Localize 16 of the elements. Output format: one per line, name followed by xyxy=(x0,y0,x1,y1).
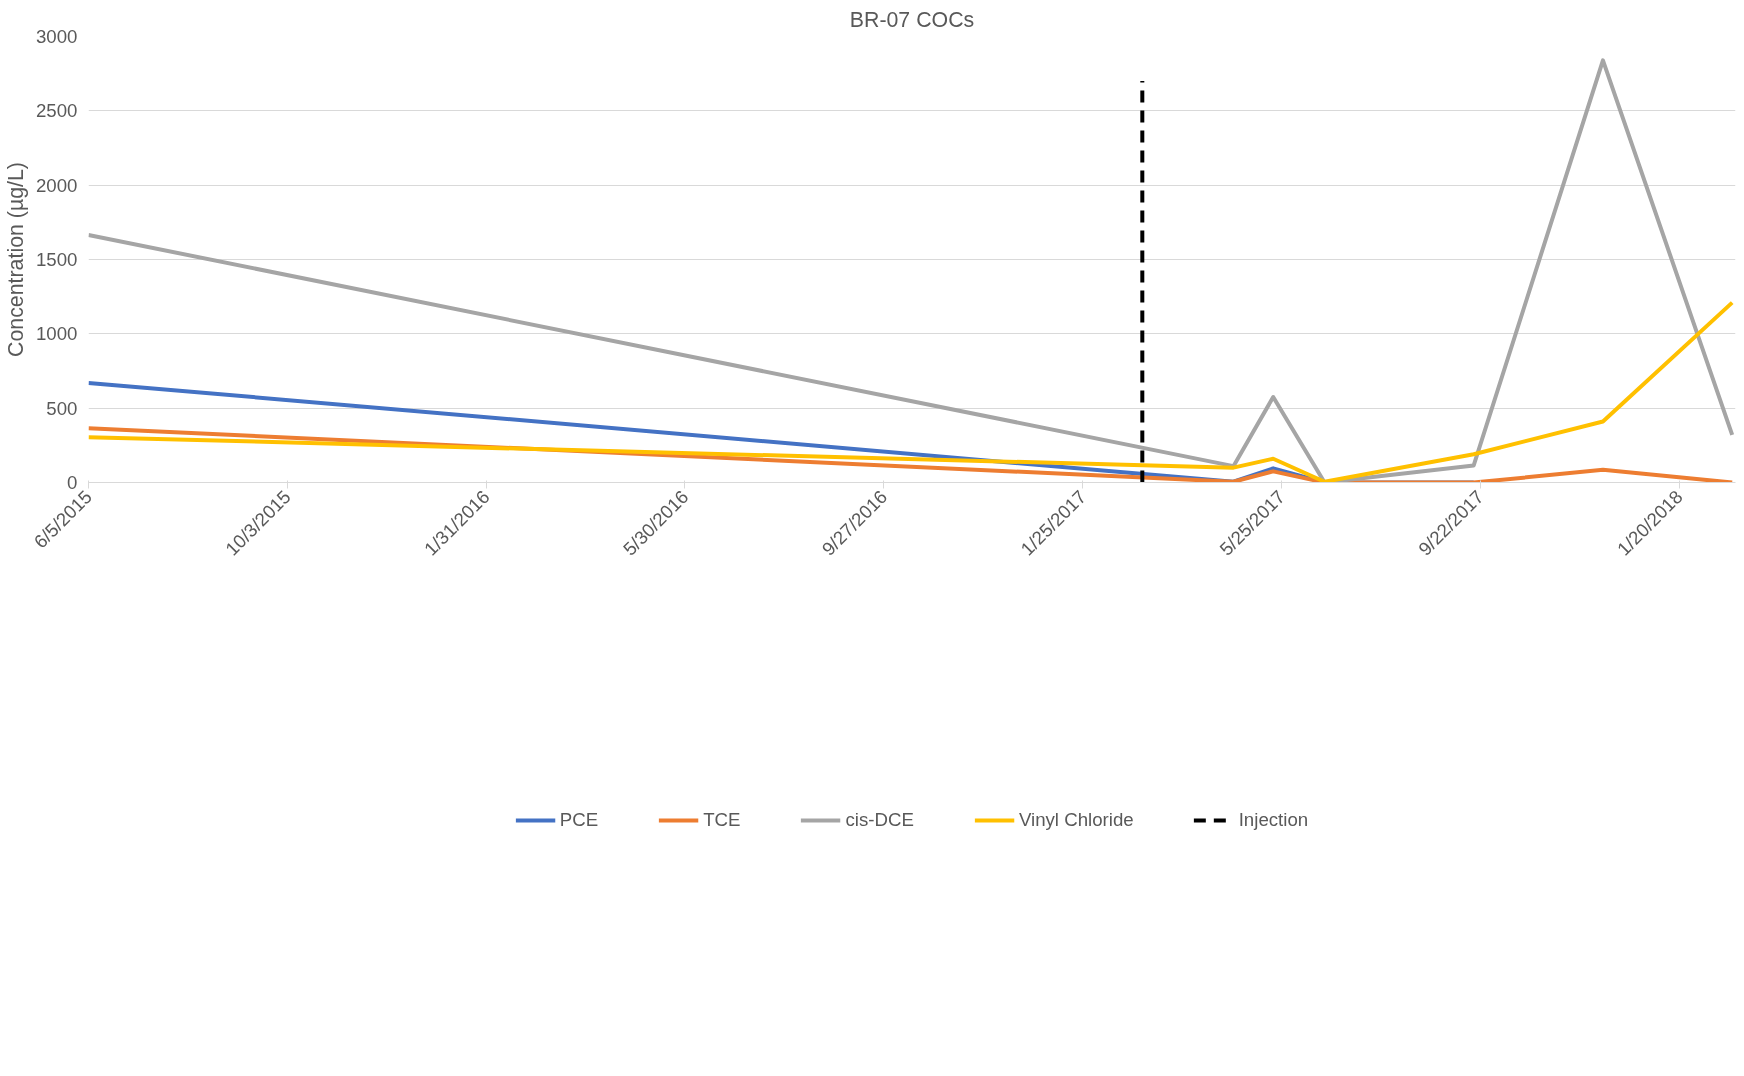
y-tick-label: 1500 xyxy=(36,249,78,270)
y-axis-title: Concentration (µg/L) xyxy=(4,162,28,357)
legend-label: TCE xyxy=(703,809,741,831)
y-tick-label: 2000 xyxy=(36,174,78,196)
y-tick-label: 2500 xyxy=(36,100,78,122)
line-series xyxy=(88,300,1735,483)
y-tick-label: 3000 xyxy=(36,26,78,47)
y-tick-label: 0 xyxy=(67,472,78,493)
y-tick-label: 500 xyxy=(46,397,78,419)
legend-label: PCE xyxy=(559,809,599,831)
legend-label: Vinyl Chloride xyxy=(1018,809,1134,831)
y-tick-label: 1000 xyxy=(36,323,78,345)
legend-label: Injection xyxy=(1238,809,1309,831)
line-series xyxy=(88,58,1735,483)
legend-label: cis-DCE xyxy=(845,809,914,831)
chart-title: BR-07 COCs xyxy=(849,7,975,32)
